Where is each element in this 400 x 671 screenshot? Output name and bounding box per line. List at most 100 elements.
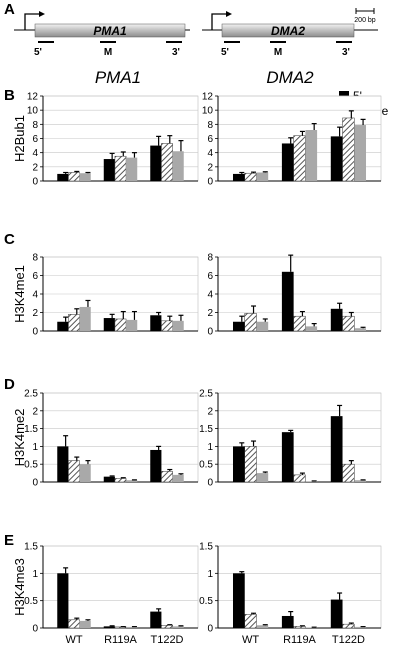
bar-3prime	[126, 319, 138, 331]
bar-5prime	[281, 432, 294, 482]
y-tick-label: 6	[32, 134, 38, 145]
bar-5prime	[103, 476, 115, 482]
y-tick-label: 2.5	[199, 389, 213, 400]
bar-middle	[161, 471, 173, 483]
bar-3prime	[79, 173, 91, 181]
bar-5prime	[330, 416, 343, 482]
column-title-pma1: PMA1	[95, 68, 141, 87]
bar-middle	[342, 463, 355, 483]
y-tick-label: 1	[207, 442, 213, 453]
bar-3prime	[126, 480, 138, 482]
bar-5prime	[281, 615, 294, 628]
y-tick-label: 1.5	[24, 424, 38, 435]
y-tick-label: 2	[207, 308, 213, 319]
y-tick-label: 6	[207, 134, 213, 145]
y-tick-label: 4	[32, 290, 38, 301]
y-tick-label: 1.5	[24, 542, 38, 553]
bar-middle	[293, 315, 306, 332]
bar-5prime	[103, 626, 115, 628]
y-tick-label: 8	[32, 253, 38, 264]
bar-5prime	[330, 136, 343, 181]
y-tick-label: 0	[32, 478, 38, 489]
bar-middle	[161, 320, 173, 332]
y-tick-label: 4	[207, 148, 213, 159]
y-tick-label: 8	[207, 253, 213, 264]
bar-3prime	[172, 151, 184, 181]
bar-3prime	[172, 474, 184, 482]
y-tick-label: 1	[207, 569, 213, 580]
bar-5prime	[150, 145, 162, 181]
bar-5prime	[232, 173, 245, 181]
bar-middle	[114, 318, 127, 332]
region-label: 3'	[172, 47, 180, 58]
bar-5prime	[281, 271, 294, 331]
y-tick-label: 2	[207, 406, 213, 417]
y-tick-label: 0	[207, 624, 213, 635]
panel-letter-a: A	[4, 1, 15, 18]
panel-letter-b: B	[4, 87, 15, 104]
tss-arrow-icon	[211, 13, 229, 30]
y-tick-label: 2	[32, 308, 38, 319]
column-title-dma2: DMA2	[266, 68, 314, 87]
y-axis-label: H2Bub1	[12, 115, 27, 162]
y-axis-label: H3K4me2	[12, 409, 27, 467]
bar-middle	[68, 619, 80, 629]
y-tick-label: 0	[207, 478, 213, 489]
scale-bar: 200 bp	[354, 8, 376, 24]
x-tick-label: WT	[65, 634, 82, 646]
bar-5prime	[150, 611, 162, 628]
bar-3prime	[172, 320, 184, 331]
x-tick-label: T122D	[150, 634, 183, 646]
bar-middle	[114, 478, 127, 483]
y-tick-label: 0	[207, 177, 213, 188]
y-tick-label: 6	[32, 271, 38, 282]
tss-arrow-icon	[24, 13, 42, 30]
y-tick-label: 0	[32, 327, 38, 338]
bar-3prime	[172, 626, 184, 628]
y-tick-label: 12	[27, 92, 39, 103]
bar-3prime	[305, 481, 318, 482]
bar-middle	[293, 135, 306, 182]
chart-d-dma2: 0 0.5 1 1.5 2 2.5	[199, 389, 382, 489]
bar-3prime	[126, 626, 138, 628]
x-tick-label: WT	[242, 634, 259, 646]
bar-5prime	[103, 318, 115, 331]
panel-letter-d: D	[4, 376, 15, 393]
chart-c-dma2: 0 2 4 6 8	[207, 253, 382, 338]
bar-middle	[244, 313, 257, 332]
y-tick-label: 0	[32, 177, 38, 188]
gene-body	[221, 23, 355, 38]
bar-middle	[293, 626, 306, 629]
chart-b-pma1: 0 2 4 6 8 10 12	[27, 92, 199, 188]
bar-middle	[161, 625, 173, 629]
gene-map-pma1: PMA1 5' M 3'	[14, 11, 190, 58]
bar-5prime	[57, 446, 69, 482]
chart-e-pma1: 0 0.5 1 1.5 WT R119A T122D	[24, 542, 199, 646]
gene-map-dma2: DMA2 5' M 3'	[202, 11, 378, 58]
bar-3prime	[256, 321, 269, 331]
panel-letter-c: C	[4, 231, 15, 248]
chart-b-dma2: 0 2 4 6 8 10 12	[202, 92, 382, 188]
bar-3prime	[305, 326, 318, 331]
y-tick-label: 0.5	[199, 596, 213, 607]
scale-bar-label: 200 bp	[354, 17, 376, 24]
bar-5prime	[330, 308, 343, 331]
bar-middle	[68, 460, 80, 483]
bar-3prime	[256, 172, 269, 181]
y-tick-label: 8	[32, 120, 38, 131]
y-tick-label: 1.5	[199, 424, 213, 435]
bar-5prime	[281, 143, 294, 181]
y-axis-label: H3K4me3	[12, 558, 27, 616]
y-tick-label: 8	[207, 120, 213, 131]
chart-d-pma1: 0 0.5 1 1.5 2 2.5	[24, 389, 199, 489]
charts: H2Bub1024681012024681012H3K4me1024680246…	[12, 92, 382, 646]
y-tick-label: 2.5	[24, 389, 38, 400]
y-axis-label: H3K4me1	[12, 265, 27, 323]
bar-5prime	[232, 321, 245, 331]
gene-label: DMA2	[271, 24, 305, 38]
bar-middle	[68, 172, 80, 182]
gene-body	[34, 23, 186, 38]
bar-3prime	[256, 473, 269, 482]
y-tick-label: 4	[32, 148, 38, 159]
bar-middle	[244, 172, 257, 182]
